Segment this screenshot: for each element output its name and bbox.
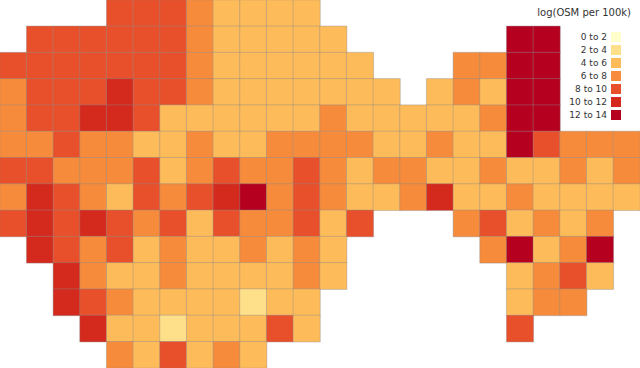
svg-text:12 to 14: 12 to 14 (569, 110, 607, 120)
svg-text:0 to 2: 0 to 2 (581, 32, 607, 42)
svg-text:6 to 8: 6 to 8 (581, 71, 607, 81)
svg-text:10 to 12: 10 to 12 (569, 97, 607, 107)
svg-text:8 to 10: 8 to 10 (575, 84, 607, 94)
svg-text:2 to 4: 2 to 4 (581, 45, 607, 55)
svg-text:4 to 6: 4 to 6 (581, 58, 607, 68)
svg-text:log(OSM per 100k): log(OSM per 100k) (537, 7, 631, 18)
